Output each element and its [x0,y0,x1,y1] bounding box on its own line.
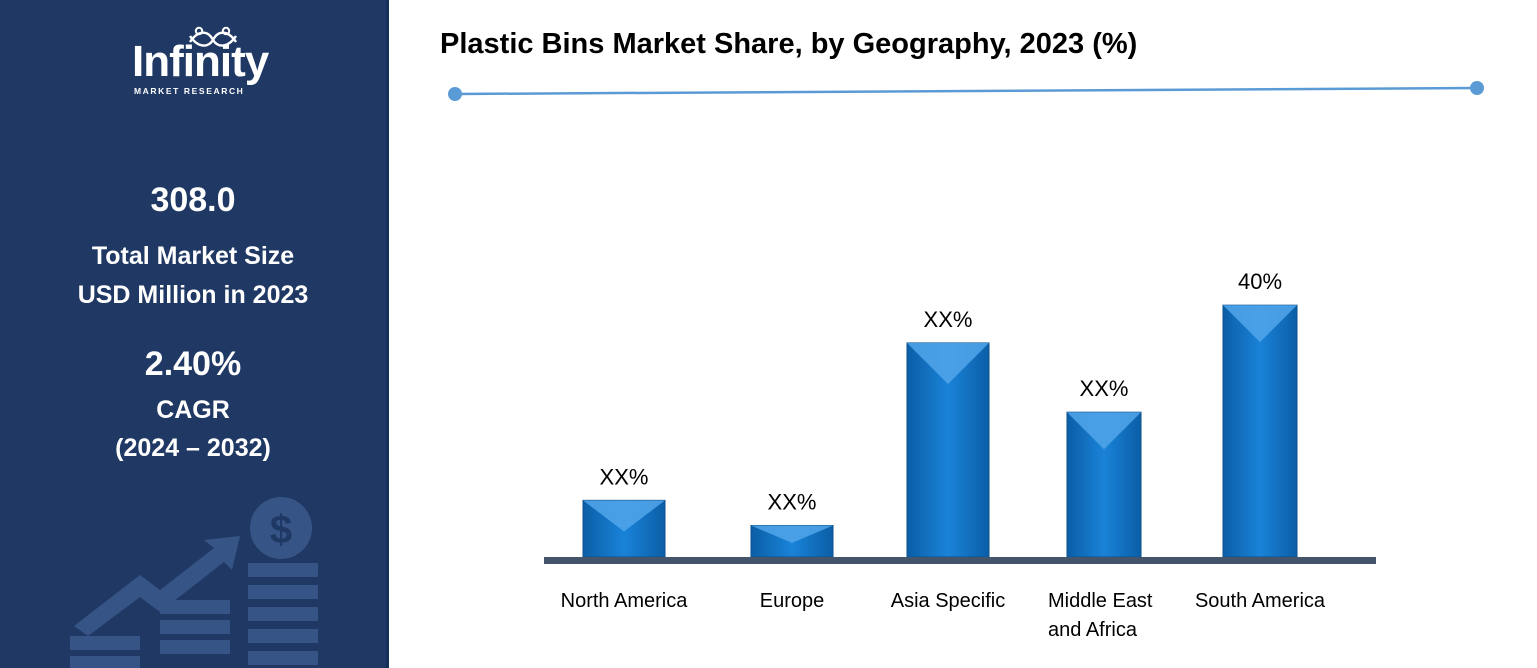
market-size-value: 308.0 [150,181,236,219]
svg-text:$: $ [270,508,292,552]
category-label: Europe [702,587,882,616]
market-size-label-line2: USD Million in 2023 [77,281,309,309]
category-label-line: Middle East [1048,590,1153,612]
growth-dollar-icon: $ [70,497,318,668]
category-label-line: South America [1194,590,1326,612]
category-label-line: Asia Specific [890,590,1006,612]
category-label: North America [534,587,714,616]
data-label: XX% [924,307,973,332]
bar-highlight [751,525,833,543]
cagr-label: CAGR [156,396,230,424]
data-label: XX% [600,464,649,489]
category-label: Asia Specific [858,587,1038,616]
category-label-line: North America [560,590,688,612]
category-label: South America [1170,587,1350,616]
bar-south-america [1222,304,1298,558]
category-label-line: and Africa [1048,619,1137,641]
bar-highlight [583,500,665,532]
category-label: Middle East and Africa [1048,587,1228,645]
sidebar-panel: Infinity MARKET RESEARCH 308.0 Total Mar… [0,0,386,668]
x-axis-line [544,557,1376,564]
data-label: 40% [1238,269,1282,294]
market-size-label-line1: Total Market Size [91,242,295,270]
bar-highlight [1067,412,1141,450]
data-label: XX% [768,490,817,515]
logo-tagline: MARKET RESEARCH [134,86,245,96]
cagr-period: (2024 – 2032) [115,434,271,462]
logo-wordmark: Infinity [132,37,269,86]
people-loop-icon [189,26,237,47]
sidebar-divider [386,0,389,668]
bar-highlight [907,342,989,384]
data-label: XX% [1080,376,1129,401]
cagr-value: 2.40% [144,345,242,383]
bar-highlight [1223,305,1297,343]
chart-title: Plastic Bins Market Share, by Geography,… [440,28,1138,60]
brand-logo: Infinity MARKET RESEARCH [130,26,285,98]
category-label-line: Europe [759,590,825,612]
